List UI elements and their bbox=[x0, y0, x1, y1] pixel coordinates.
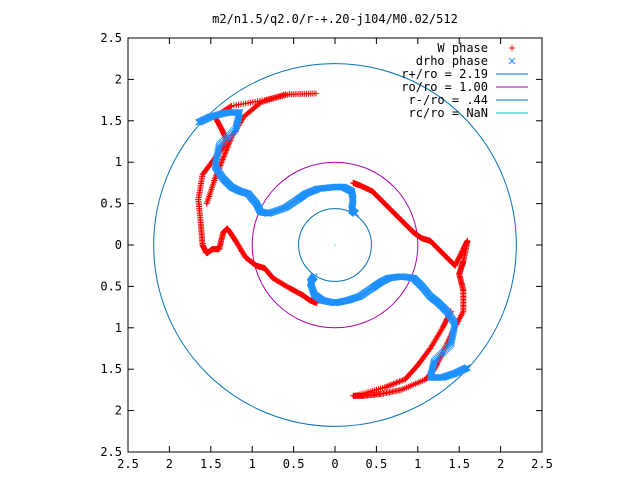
point-0-3-24 bbox=[396, 378, 403, 385]
circle-2 bbox=[298, 208, 372, 282]
y-tick-label-8: 1.5 bbox=[100, 362, 122, 376]
x-tick-label-3: 1 bbox=[249, 457, 256, 471]
point-0-1-47 bbox=[225, 141, 232, 148]
y-tick-label-4: 0.5 bbox=[100, 197, 122, 211]
circle-1 bbox=[251, 161, 419, 329]
y-tick-label-5: 0 bbox=[115, 238, 122, 252]
point-0-3-15 bbox=[383, 383, 390, 390]
y-tick-label-10: 2.5 bbox=[100, 445, 122, 459]
point-0-3-22 bbox=[393, 379, 400, 386]
point-1-0-185 bbox=[268, 208, 276, 216]
point-0-3-23 bbox=[394, 379, 401, 386]
point-0-1-55 bbox=[220, 153, 227, 160]
x-tick-label-7: 1 bbox=[414, 457, 421, 471]
point-1-0-183 bbox=[266, 209, 274, 217]
point-0-1-58 bbox=[219, 158, 226, 165]
point-0-1-48 bbox=[224, 143, 231, 150]
point-1-0-184 bbox=[267, 209, 275, 217]
x-tick-label-0: 2.5 bbox=[117, 457, 139, 471]
point-0-1-51 bbox=[223, 147, 230, 154]
point-0-3-21 bbox=[392, 380, 399, 387]
center-point bbox=[334, 244, 336, 246]
y-tick-label-3: 1 bbox=[115, 155, 122, 169]
point-0-1-53 bbox=[221, 150, 228, 157]
point-0-3-18 bbox=[387, 382, 394, 389]
point-0-1-84 bbox=[203, 200, 210, 207]
point-0-3-20 bbox=[390, 380, 397, 387]
point-1-0-193 bbox=[278, 205, 286, 213]
data-series bbox=[195, 90, 471, 399]
point-0-1-56 bbox=[220, 155, 227, 162]
y-tick-label-0: 2.5 bbox=[100, 31, 122, 45]
point-0-3-69 bbox=[438, 326, 445, 333]
point-0-1-54 bbox=[221, 152, 228, 159]
point-0-1-57 bbox=[219, 156, 226, 163]
point-1-0-187 bbox=[271, 208, 279, 215]
point-0-1-59 bbox=[218, 159, 225, 166]
x-tick-label-6: 0.5 bbox=[366, 457, 388, 471]
point-1-0-191 bbox=[276, 206, 283, 214]
y-tick-label-2: 1.5 bbox=[100, 114, 122, 128]
point-1-0-322 bbox=[352, 210, 360, 217]
point-0-3-19 bbox=[389, 381, 396, 388]
legend-label-0: W phase bbox=[437, 41, 488, 55]
point-0-3-16 bbox=[384, 383, 391, 390]
point-0-1-52 bbox=[222, 149, 229, 156]
series-1 bbox=[195, 109, 471, 381]
legend-label-5: rc/ro = NaN bbox=[409, 106, 488, 120]
point-1-1-54 bbox=[430, 359, 438, 367]
x-tick-label-1: 2 bbox=[166, 457, 173, 471]
x-tick-label-9: 2 bbox=[497, 457, 504, 471]
y-tick-label-9: 2 bbox=[115, 404, 122, 418]
point-1-0-54 bbox=[232, 123, 240, 131]
x-tick-label-10: 2.5 bbox=[531, 457, 553, 471]
point-1-0-190 bbox=[274, 206, 282, 214]
y-tick-label-6: 0.5 bbox=[100, 279, 122, 293]
legend-label-4: r-/ro = .44 bbox=[409, 93, 488, 107]
legend-label-2: r+/ro = 2.19 bbox=[401, 67, 488, 81]
point-1-0-182 bbox=[265, 210, 273, 217]
y-tick-label-7: 1 bbox=[115, 321, 122, 335]
x-tick-label-5: 0 bbox=[331, 457, 338, 471]
chart-title: m2/n1.5/q2.0/r-+.20-j104/M0.02/512 bbox=[212, 12, 458, 26]
axis-ticks: 2.5 2 1.5 1 0.5 0 0.5 1 1.5 2 2.52.521.510.500.511… bbox=[100, 31, 553, 471]
point-0-3-17 bbox=[386, 382, 393, 389]
point-1-0-188 bbox=[272, 207, 280, 215]
point-0-1-50 bbox=[223, 146, 230, 153]
point-0-1-49 bbox=[224, 144, 231, 151]
point-0-3-14 bbox=[381, 384, 388, 391]
x-tick-label-4: 0.5 bbox=[283, 457, 305, 471]
point-0-3-26 bbox=[399, 377, 406, 384]
point-0-1-60 bbox=[217, 160, 224, 167]
series-0 bbox=[195, 90, 471, 399]
legend-label-1: drho phase bbox=[416, 54, 488, 68]
point-1-0-186 bbox=[270, 208, 277, 216]
point-1-0-192 bbox=[277, 206, 284, 213]
legend-label-3: ro/ro = 1.00 bbox=[401, 80, 488, 94]
point-0-3-25 bbox=[397, 377, 404, 384]
point-1-0-189 bbox=[273, 207, 281, 214]
legend-swatch-0 bbox=[509, 45, 515, 51]
x-tick-label-8: 1.5 bbox=[448, 457, 470, 471]
circle-0 bbox=[153, 63, 517, 427]
reference-circles bbox=[153, 63, 517, 427]
y-tick-label-1: 2 bbox=[115, 72, 122, 86]
point-1-1-308 bbox=[310, 273, 318, 280]
point-0-0-111 bbox=[200, 170, 207, 177]
legend-swatch-1 bbox=[508, 57, 516, 65]
x-tick-label-2: 1.5 bbox=[200, 457, 222, 471]
